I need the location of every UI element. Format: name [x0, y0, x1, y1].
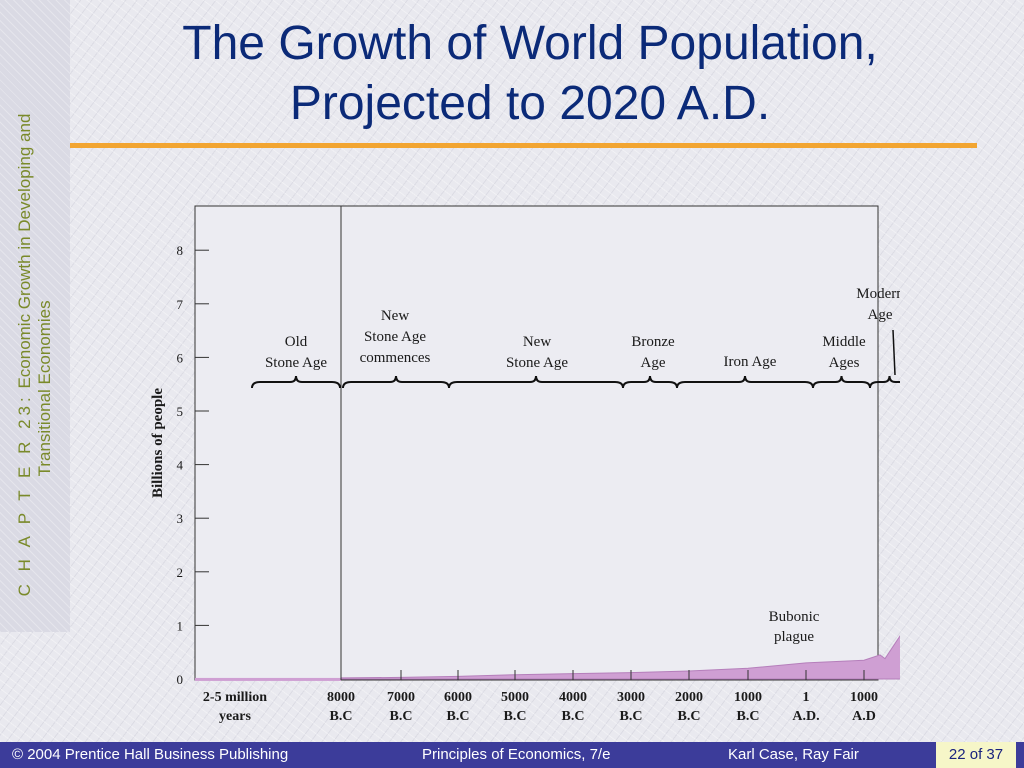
era-brace-4 [676, 375, 814, 389]
era-label-6-line-0: Modern [856, 286, 900, 302]
population-chart-svg: 0 1 2 3 4 5 6 7 8 Billions of people 2-5 million ye… [150, 205, 936, 724]
x-tick-label-6-top: 3000 [617, 690, 645, 705]
x-tick-label-3-bottom: B.C [447, 709, 470, 724]
x-tick-label-1-top: 8000 [327, 690, 355, 705]
population-chart: 0 1 2 3 4 5 6 7 8 Billions of people 2-5 million ye… [140, 200, 936, 740]
x-tick-label-0-bottom: years [219, 709, 251, 724]
y-tick-label-5: 5 [177, 404, 184, 419]
era-label-5-line-0: Middle [822, 334, 866, 350]
x-tick-label-7-top: 2000 [675, 690, 703, 705]
era-brace-2 [448, 375, 624, 389]
x-tick-label-3-top: 6000 [444, 690, 472, 705]
era-label-3-line-0: Bronze [631, 334, 675, 350]
x-tick-label-8-top: 1000 [734, 690, 762, 705]
y-axis-label: Billions of people [150, 388, 166, 498]
chapter-sidebar-text: C H A P T E R 23: Economic Growth in Dev… [15, 114, 55, 597]
era-label-1-line-1: Stone Age [364, 329, 426, 345]
x-tick-label-2-top: 7000 [387, 690, 415, 705]
chapter-sidebar: C H A P T E R 23: Economic Growth in Dev… [0, 0, 70, 632]
population-area-prehistory [195, 677, 341, 681]
era-brace-1 [342, 375, 450, 389]
x-tick-label-4-top: 5000 [501, 690, 529, 705]
footer-bar: © 2004 Prentice Hall Business Publishing… [0, 742, 1024, 768]
era-brace-5 [812, 375, 871, 389]
era-label-2-line-0: New [523, 334, 551, 350]
y-tick-label-4: 4 [177, 458, 184, 473]
era-label-3-line-1: Age [641, 355, 666, 371]
slide-title-line1: The Growth of World Population, [182, 17, 878, 70]
title-divider [70, 143, 977, 148]
x-tick-label-9-bottom: A.D. [792, 709, 819, 724]
y-tick-label-6: 6 [177, 350, 184, 365]
footer-book: Principles of Economics, 7/e [422, 746, 611, 763]
slide-title: The Growth of World Population, Projecte… [80, 14, 980, 134]
plot-area [194, 205, 879, 681]
y-tick-label-2: 2 [177, 565, 184, 580]
x-tick-label-10-bottom: A.D [852, 709, 876, 724]
y-tick-label-1: 1 [177, 618, 184, 633]
era-label-6-line-1: Age [868, 307, 893, 323]
plague-annotation-line-0: Bubonic [769, 609, 820, 625]
x-tick-label-7-bottom: B.C [678, 709, 701, 724]
era-label-1-line-2: commences [360, 350, 431, 366]
plague-annotation-line-1: plague [774, 629, 814, 645]
era-label-0-line-1: Stone Age [265, 355, 327, 371]
era-label-5-line-1: Ages [829, 355, 860, 371]
x-tick-label-9-top: 1 [803, 690, 810, 705]
x-tick-label-0-top: 2-5 million [203, 690, 267, 705]
page-number: 22 of 37 [936, 742, 1016, 768]
chapter-topic-line2: Transitional Economies [35, 300, 54, 477]
x-tick-label-1-bottom: B.C [330, 709, 353, 724]
era-brace-0 [251, 375, 341, 389]
era-brace-3 [622, 375, 678, 389]
y-tick-label-7: 7 [177, 297, 184, 312]
y-tick-label-8: 8 [177, 243, 184, 258]
slide-title-line2: Projected to 2020 A.D. [289, 77, 771, 130]
chapter-number: C H A P T E R 23: [15, 393, 34, 597]
x-tick-label-5-bottom: B.C [562, 709, 585, 724]
x-tick-label-5-top: 4000 [559, 690, 587, 705]
y-tick-label-3: 3 [177, 511, 184, 526]
x-tick-label-2-bottom: B.C [390, 709, 413, 724]
x-tick-label-6-bottom: B.C [620, 709, 643, 724]
era-label-2-line-1: Stone Age [506, 355, 568, 371]
x-tick-label-10-top: 1000 [850, 690, 878, 705]
y-tick-label-0: 0 [177, 672, 184, 687]
era-label-4-line-0: Iron Age [724, 354, 777, 370]
footer-authors: Karl Case, Ray Fair [728, 746, 859, 763]
footer-publisher: © 2004 Prentice Hall Business Publishing [12, 746, 289, 763]
era-label-0-line-0: Old [285, 334, 308, 350]
x-tick-label-4-bottom: B.C [504, 709, 527, 724]
modern-age-pointer [892, 329, 896, 376]
x-tick-label-8-bottom: B.C [737, 709, 760, 724]
chapter-topic-line1: Economic Growth in Developing and [15, 113, 34, 389]
era-label-1-line-0: New [381, 308, 409, 324]
